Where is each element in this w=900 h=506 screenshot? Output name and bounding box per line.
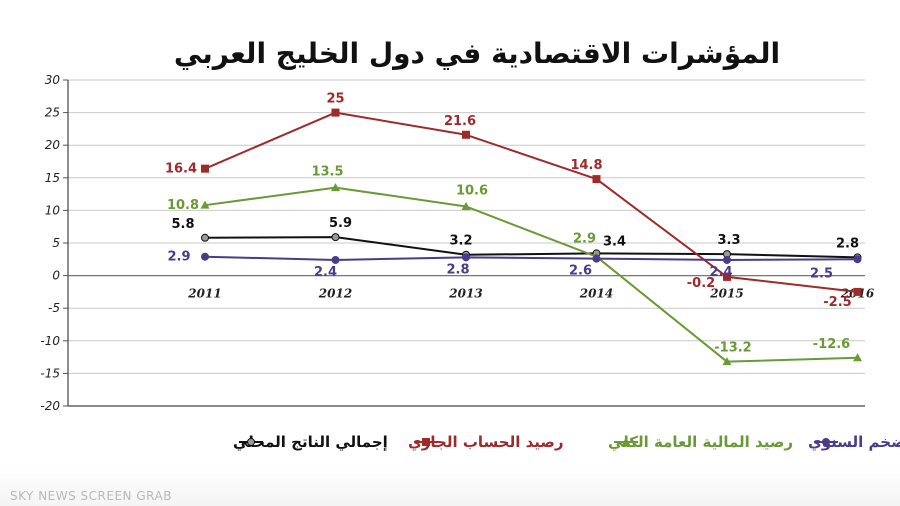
y-tick-label: 25: [45, 106, 60, 120]
data-label: 2.8: [446, 262, 469, 277]
data-label: 2.9: [573, 232, 596, 247]
data-label: 5.8: [171, 217, 194, 232]
data-label: 25: [326, 92, 344, 107]
y-tick-label: 0: [52, 269, 60, 283]
watermark: SKY NEWS SCREEN GRAB: [10, 489, 172, 503]
data-label: -13.2: [714, 341, 751, 356]
data-label: 14.8: [570, 158, 602, 173]
data-point: [247, 438, 255, 446]
data-point: [201, 252, 209, 261]
data-label: -2.5: [823, 295, 851, 310]
series-line: [204, 111, 858, 293]
data-point: [331, 108, 340, 117]
data-point: [422, 438, 430, 446]
data-point: [592, 175, 601, 184]
data-point: [853, 255, 862, 264]
data-point: [621, 437, 631, 446]
data-label: 2.8: [836, 236, 859, 251]
legend-label: رصيد الحساب الجاري: [408, 433, 564, 452]
data-label: 16.4: [165, 162, 197, 177]
data-label: 2.6: [569, 264, 592, 279]
data-label: 5.9: [329, 216, 352, 231]
y-tick-label: -10: [40, 334, 60, 348]
y-tick-label: -15: [40, 366, 60, 380]
x-tick-label: 2015: [709, 287, 743, 301]
data-point: [723, 272, 731, 281]
data-point: [201, 164, 209, 173]
data-point: [461, 201, 471, 210]
series-line: [204, 255, 858, 261]
data-point: [331, 255, 340, 264]
y-tick-label: 30: [45, 73, 61, 87]
y-tick-label: 20: [45, 138, 61, 152]
chart-title: المؤشرات الاقتصادية في دول الخليج العربي: [174, 37, 780, 70]
y-tick-label: 15: [45, 171, 60, 185]
data-point: [853, 353, 862, 362]
data-point: [592, 254, 601, 263]
legend-label: رصيد المالية العامة الكلي: [608, 433, 793, 451]
x-tick-label: 2014: [579, 287, 613, 301]
data-label: 2.5: [810, 266, 833, 281]
data-label: 10.6: [456, 183, 488, 198]
data-label: 3.3: [717, 233, 740, 248]
data-label: 13.5: [311, 165, 343, 180]
data-label: 3.4: [603, 234, 626, 249]
data-label: -12.6: [813, 337, 850, 352]
data-point: [331, 233, 340, 242]
x-tick-label: 2012: [318, 287, 352, 301]
y-tick-label: -5: [48, 301, 60, 315]
data-point: [331, 183, 340, 192]
data-label: 2.9: [167, 250, 190, 265]
data-point: [200, 200, 210, 209]
y-tick-label: 5: [52, 236, 60, 250]
data-label: 10.8: [167, 198, 199, 213]
series-line: [204, 186, 858, 363]
data-point: [462, 253, 470, 262]
x-tick-label: 2013: [448, 287, 482, 301]
legend-label: إجمالي الناتج المحلي: [233, 433, 388, 451]
data-label: 21.6: [444, 114, 476, 129]
data-point: [201, 233, 209, 242]
legend-label: متوسط التضخم السنوي: [808, 433, 900, 452]
data-label: 2.4: [709, 265, 732, 280]
data-label: -0.2: [687, 276, 715, 291]
data-label: 2.4: [314, 265, 337, 280]
data-point: [722, 357, 732, 366]
data-label: 3.2: [449, 234, 472, 249]
data-point: [853, 287, 862, 296]
y-tick-label: -20: [40, 399, 60, 413]
x-tick-label: 2011: [187, 287, 221, 301]
series-line: [204, 236, 858, 259]
data-point: [723, 255, 731, 264]
data-point: [462, 130, 470, 139]
data-point: [822, 438, 830, 446]
y-tick-label: 10: [45, 203, 61, 217]
